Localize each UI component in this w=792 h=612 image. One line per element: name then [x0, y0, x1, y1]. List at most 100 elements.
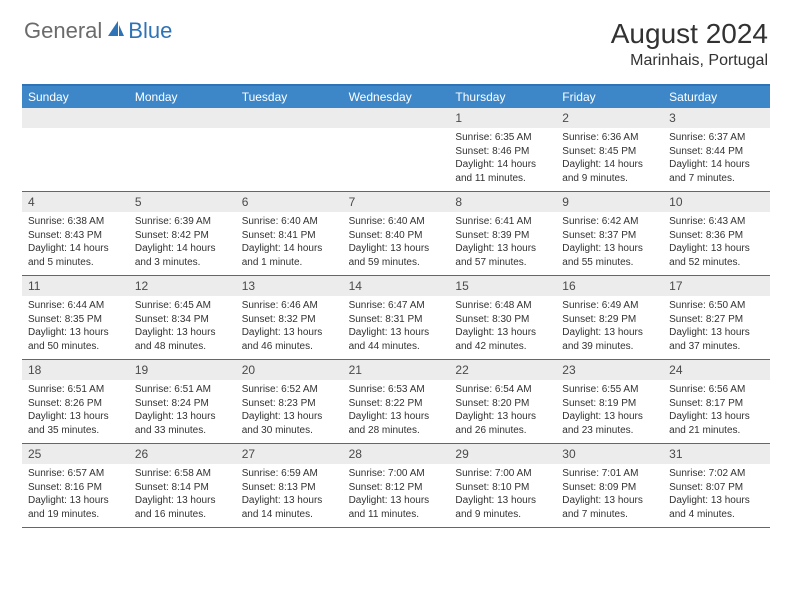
sunset: Sunset: 8:27 PM: [669, 313, 764, 327]
page-header: General Blue August 2024 Marinhais, Port…: [0, 0, 792, 76]
day-number: 14: [343, 276, 450, 296]
daylight: Daylight: 14 hours and 7 minutes.: [669, 158, 764, 185]
daylight: Daylight: 14 hours and 11 minutes.: [455, 158, 550, 185]
sunrise: Sunrise: 7:00 AM: [455, 467, 550, 481]
month-title: August 2024: [611, 18, 768, 50]
sunset: Sunset: 8:19 PM: [562, 397, 657, 411]
sunset: Sunset: 8:13 PM: [242, 481, 337, 495]
sunset: Sunset: 8:16 PM: [28, 481, 123, 495]
daylight: Daylight: 13 hours and 26 minutes.: [455, 410, 550, 437]
day-number: 4: [22, 192, 129, 212]
daylight: Daylight: 13 hours and 35 minutes.: [28, 410, 123, 437]
day-detail: Sunrise: 6:55 AMSunset: 8:19 PMDaylight:…: [556, 380, 663, 443]
day-detail: Sunrise: 6:40 AMSunset: 8:40 PMDaylight:…: [343, 212, 450, 275]
sunset: Sunset: 8:26 PM: [28, 397, 123, 411]
daylight: Daylight: 13 hours and 59 minutes.: [349, 242, 444, 269]
sunrise: Sunrise: 6:53 AM: [349, 383, 444, 397]
day-detail: Sunrise: 6:38 AMSunset: 8:43 PMDaylight:…: [22, 212, 129, 275]
day-number: 29: [449, 444, 556, 464]
sunset: Sunset: 8:07 PM: [669, 481, 764, 495]
day-number: 25: [22, 444, 129, 464]
weekday-sun: Sunday: [22, 86, 129, 108]
day-detail: Sunrise: 7:00 AMSunset: 8:10 PMDaylight:…: [449, 464, 556, 527]
day-detail: Sunrise: 6:56 AMSunset: 8:17 PMDaylight:…: [663, 380, 770, 443]
detail-row: Sunrise: 6:44 AMSunset: 8:35 PMDaylight:…: [22, 296, 770, 359]
sunset: Sunset: 8:46 PM: [455, 145, 550, 159]
day-detail: Sunrise: 6:37 AMSunset: 8:44 PMDaylight:…: [663, 128, 770, 191]
sunrise: Sunrise: 6:42 AM: [562, 215, 657, 229]
day-detail: Sunrise: 6:36 AMSunset: 8:45 PMDaylight:…: [556, 128, 663, 191]
week: 18192021222324Sunrise: 6:51 AMSunset: 8:…: [22, 360, 770, 444]
daylight: Daylight: 13 hours and 19 minutes.: [28, 494, 123, 521]
day-detail: Sunrise: 6:44 AMSunset: 8:35 PMDaylight:…: [22, 296, 129, 359]
day-number: 13: [236, 276, 343, 296]
day-number: 3: [663, 108, 770, 128]
day-number: 5: [129, 192, 236, 212]
day-number: 11: [22, 276, 129, 296]
week: 25262728293031Sunrise: 6:57 AMSunset: 8:…: [22, 444, 770, 528]
sunrise: Sunrise: 7:02 AM: [669, 467, 764, 481]
sunset: Sunset: 8:12 PM: [349, 481, 444, 495]
day-number: 12: [129, 276, 236, 296]
sunset: Sunset: 8:37 PM: [562, 229, 657, 243]
daynum-row: 25262728293031: [22, 444, 770, 464]
daylight: Daylight: 13 hours and 48 minutes.: [135, 326, 230, 353]
daylight: Daylight: 14 hours and 1 minute.: [242, 242, 337, 269]
sunrise: Sunrise: 6:54 AM: [455, 383, 550, 397]
daylight: Daylight: 14 hours and 9 minutes.: [562, 158, 657, 185]
day-number: 17: [663, 276, 770, 296]
day-number: 30: [556, 444, 663, 464]
sunrise: Sunrise: 6:37 AM: [669, 131, 764, 145]
week: 123Sunrise: 6:35 AMSunset: 8:46 PMDaylig…: [22, 108, 770, 192]
sunset: Sunset: 8:36 PM: [669, 229, 764, 243]
sunrise: Sunrise: 6:45 AM: [135, 299, 230, 313]
weekday-wed: Wednesday: [343, 86, 450, 108]
daylight: Daylight: 14 hours and 3 minutes.: [135, 242, 230, 269]
sunset: Sunset: 8:22 PM: [349, 397, 444, 411]
daylight: Daylight: 13 hours and 46 minutes.: [242, 326, 337, 353]
day-detail: Sunrise: 6:43 AMSunset: 8:36 PMDaylight:…: [663, 212, 770, 275]
daylight: Daylight: 13 hours and 55 minutes.: [562, 242, 657, 269]
title-block: August 2024 Marinhais, Portugal: [611, 18, 768, 70]
daylight: Daylight: 13 hours and 11 minutes.: [349, 494, 444, 521]
day-detail: Sunrise: 7:02 AMSunset: 8:07 PMDaylight:…: [663, 464, 770, 527]
detail-row: Sunrise: 6:35 AMSunset: 8:46 PMDaylight:…: [22, 128, 770, 191]
day-detail: Sunrise: 7:00 AMSunset: 8:12 PMDaylight:…: [343, 464, 450, 527]
day-number: 26: [129, 444, 236, 464]
daylight: Daylight: 13 hours and 4 minutes.: [669, 494, 764, 521]
sunrise: Sunrise: 6:47 AM: [349, 299, 444, 313]
sunset: Sunset: 8:10 PM: [455, 481, 550, 495]
sunset: Sunset: 8:39 PM: [455, 229, 550, 243]
sunrise: Sunrise: 6:49 AM: [562, 299, 657, 313]
day-detail: Sunrise: 6:58 AMSunset: 8:14 PMDaylight:…: [129, 464, 236, 527]
day-detail: Sunrise: 6:47 AMSunset: 8:31 PMDaylight:…: [343, 296, 450, 359]
day-number: 27: [236, 444, 343, 464]
day-number: 20: [236, 360, 343, 380]
day-number: 2: [556, 108, 663, 128]
sunrise: Sunrise: 6:40 AM: [349, 215, 444, 229]
sunrise: Sunrise: 6:38 AM: [28, 215, 123, 229]
weekday-tue: Tuesday: [236, 86, 343, 108]
sunrise: Sunrise: 6:52 AM: [242, 383, 337, 397]
day-detail: [129, 128, 236, 191]
daylight: Daylight: 13 hours and 30 minutes.: [242, 410, 337, 437]
day-detail: Sunrise: 6:41 AMSunset: 8:39 PMDaylight:…: [449, 212, 556, 275]
day-number: 15: [449, 276, 556, 296]
sunrise: Sunrise: 6:56 AM: [669, 383, 764, 397]
sunrise: Sunrise: 6:40 AM: [242, 215, 337, 229]
daylight: Daylight: 13 hours and 57 minutes.: [455, 242, 550, 269]
day-number: 22: [449, 360, 556, 380]
sunrise: Sunrise: 6:58 AM: [135, 467, 230, 481]
sunset: Sunset: 8:41 PM: [242, 229, 337, 243]
sunset: Sunset: 8:29 PM: [562, 313, 657, 327]
calendar: Sunday Monday Tuesday Wednesday Thursday…: [22, 84, 770, 528]
daylight: Daylight: 13 hours and 37 minutes.: [669, 326, 764, 353]
day-number: 28: [343, 444, 450, 464]
sunset: Sunset: 8:44 PM: [669, 145, 764, 159]
day-detail: Sunrise: 6:46 AMSunset: 8:32 PMDaylight:…: [236, 296, 343, 359]
daynum-row: 45678910: [22, 192, 770, 212]
day-detail: Sunrise: 6:53 AMSunset: 8:22 PMDaylight:…: [343, 380, 450, 443]
daylight: Daylight: 13 hours and 23 minutes.: [562, 410, 657, 437]
sunrise: Sunrise: 6:57 AM: [28, 467, 123, 481]
weeks-container: 12 3Sunrise: 6:35 AMSunset: 8:46 PMDaylig…: [22, 108, 770, 528]
